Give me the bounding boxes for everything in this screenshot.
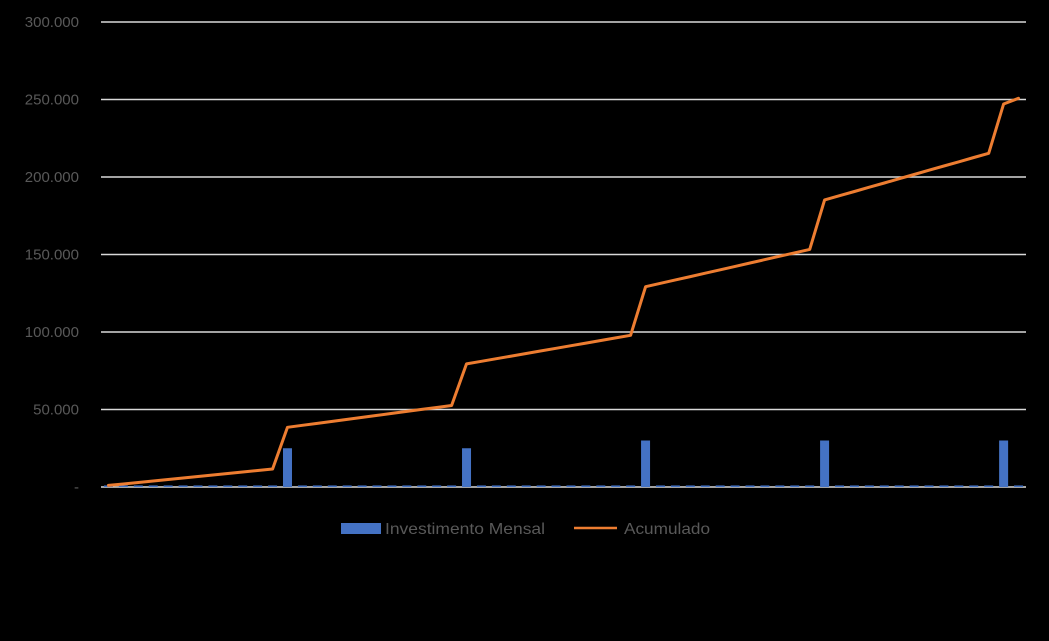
y-tick-label: 100.000 xyxy=(25,324,79,341)
bar xyxy=(521,485,531,487)
bar xyxy=(954,485,964,487)
bar xyxy=(268,485,278,487)
bar xyxy=(611,485,621,487)
bar xyxy=(447,485,457,487)
bar xyxy=(670,485,680,487)
bar xyxy=(551,485,561,487)
bar xyxy=(596,485,606,487)
bar xyxy=(999,440,1009,487)
bar xyxy=(238,485,248,487)
legend-label-acumulado: Acumulado xyxy=(624,521,710,538)
bar xyxy=(178,485,188,487)
bar xyxy=(820,440,830,487)
bar xyxy=(939,485,949,487)
bar xyxy=(730,485,740,487)
y-tick-label: 150.000 xyxy=(25,247,79,264)
bar xyxy=(626,485,636,487)
bar xyxy=(1014,485,1024,487)
bar xyxy=(909,485,919,487)
investimento-mensal-bars xyxy=(103,440,1024,487)
bar xyxy=(894,485,904,487)
bar xyxy=(685,485,695,487)
bar xyxy=(357,485,367,487)
bar xyxy=(417,485,427,487)
bar xyxy=(835,485,845,487)
bar xyxy=(432,485,442,487)
bar xyxy=(133,485,143,487)
bar xyxy=(253,485,263,487)
bar xyxy=(462,448,472,487)
y-tick-label: 250.000 xyxy=(25,92,79,109)
bar xyxy=(566,485,576,487)
bar xyxy=(655,485,665,487)
bar xyxy=(879,485,889,487)
legend-bar-swatch-icon xyxy=(341,523,381,534)
bar xyxy=(476,485,486,487)
legend: Investimento Mensal Acumulado xyxy=(341,521,710,538)
bar xyxy=(297,485,307,487)
gridlines xyxy=(101,21,1026,488)
bar xyxy=(387,485,397,487)
bar xyxy=(984,485,994,487)
bar xyxy=(805,485,815,487)
legend-item-acumulado[interactable]: Acumulado xyxy=(574,521,710,538)
bar xyxy=(864,485,874,487)
bar xyxy=(969,485,979,487)
y-tick-label: 50.000 xyxy=(33,402,79,419)
bar xyxy=(581,485,591,487)
y-tick-label: 300.000 xyxy=(25,14,79,31)
bar xyxy=(775,485,785,487)
y-tick-label: - xyxy=(74,479,79,496)
legend-item-investimento-mensal[interactable]: Investimento Mensal xyxy=(341,521,545,538)
bar xyxy=(148,485,158,487)
acumulado-line xyxy=(107,96,1020,487)
bar xyxy=(118,485,128,487)
bar xyxy=(208,485,218,487)
bar xyxy=(312,485,322,487)
bar xyxy=(491,485,501,487)
bar xyxy=(342,485,352,487)
bar xyxy=(760,485,770,487)
bar xyxy=(506,485,516,487)
bar xyxy=(790,485,800,487)
acumulado-line-series xyxy=(107,96,1020,487)
bar xyxy=(223,485,233,487)
bar xyxy=(282,448,292,487)
bar xyxy=(536,485,546,487)
bar xyxy=(193,485,203,487)
bar xyxy=(327,485,337,487)
legend-label-investimento-mensal: Investimento Mensal xyxy=(385,521,545,538)
bar xyxy=(715,485,725,487)
bar xyxy=(924,485,934,487)
y-axis-labels: 300.000 250.000 200.000 150.000 100.000 50.00… xyxy=(25,14,79,496)
bar xyxy=(700,485,710,487)
bar xyxy=(372,485,382,487)
bar xyxy=(163,485,173,487)
bar xyxy=(641,440,651,487)
bar xyxy=(849,485,859,487)
bar xyxy=(402,485,412,487)
y-tick-label: 200.000 xyxy=(25,169,79,186)
bar xyxy=(745,485,755,487)
